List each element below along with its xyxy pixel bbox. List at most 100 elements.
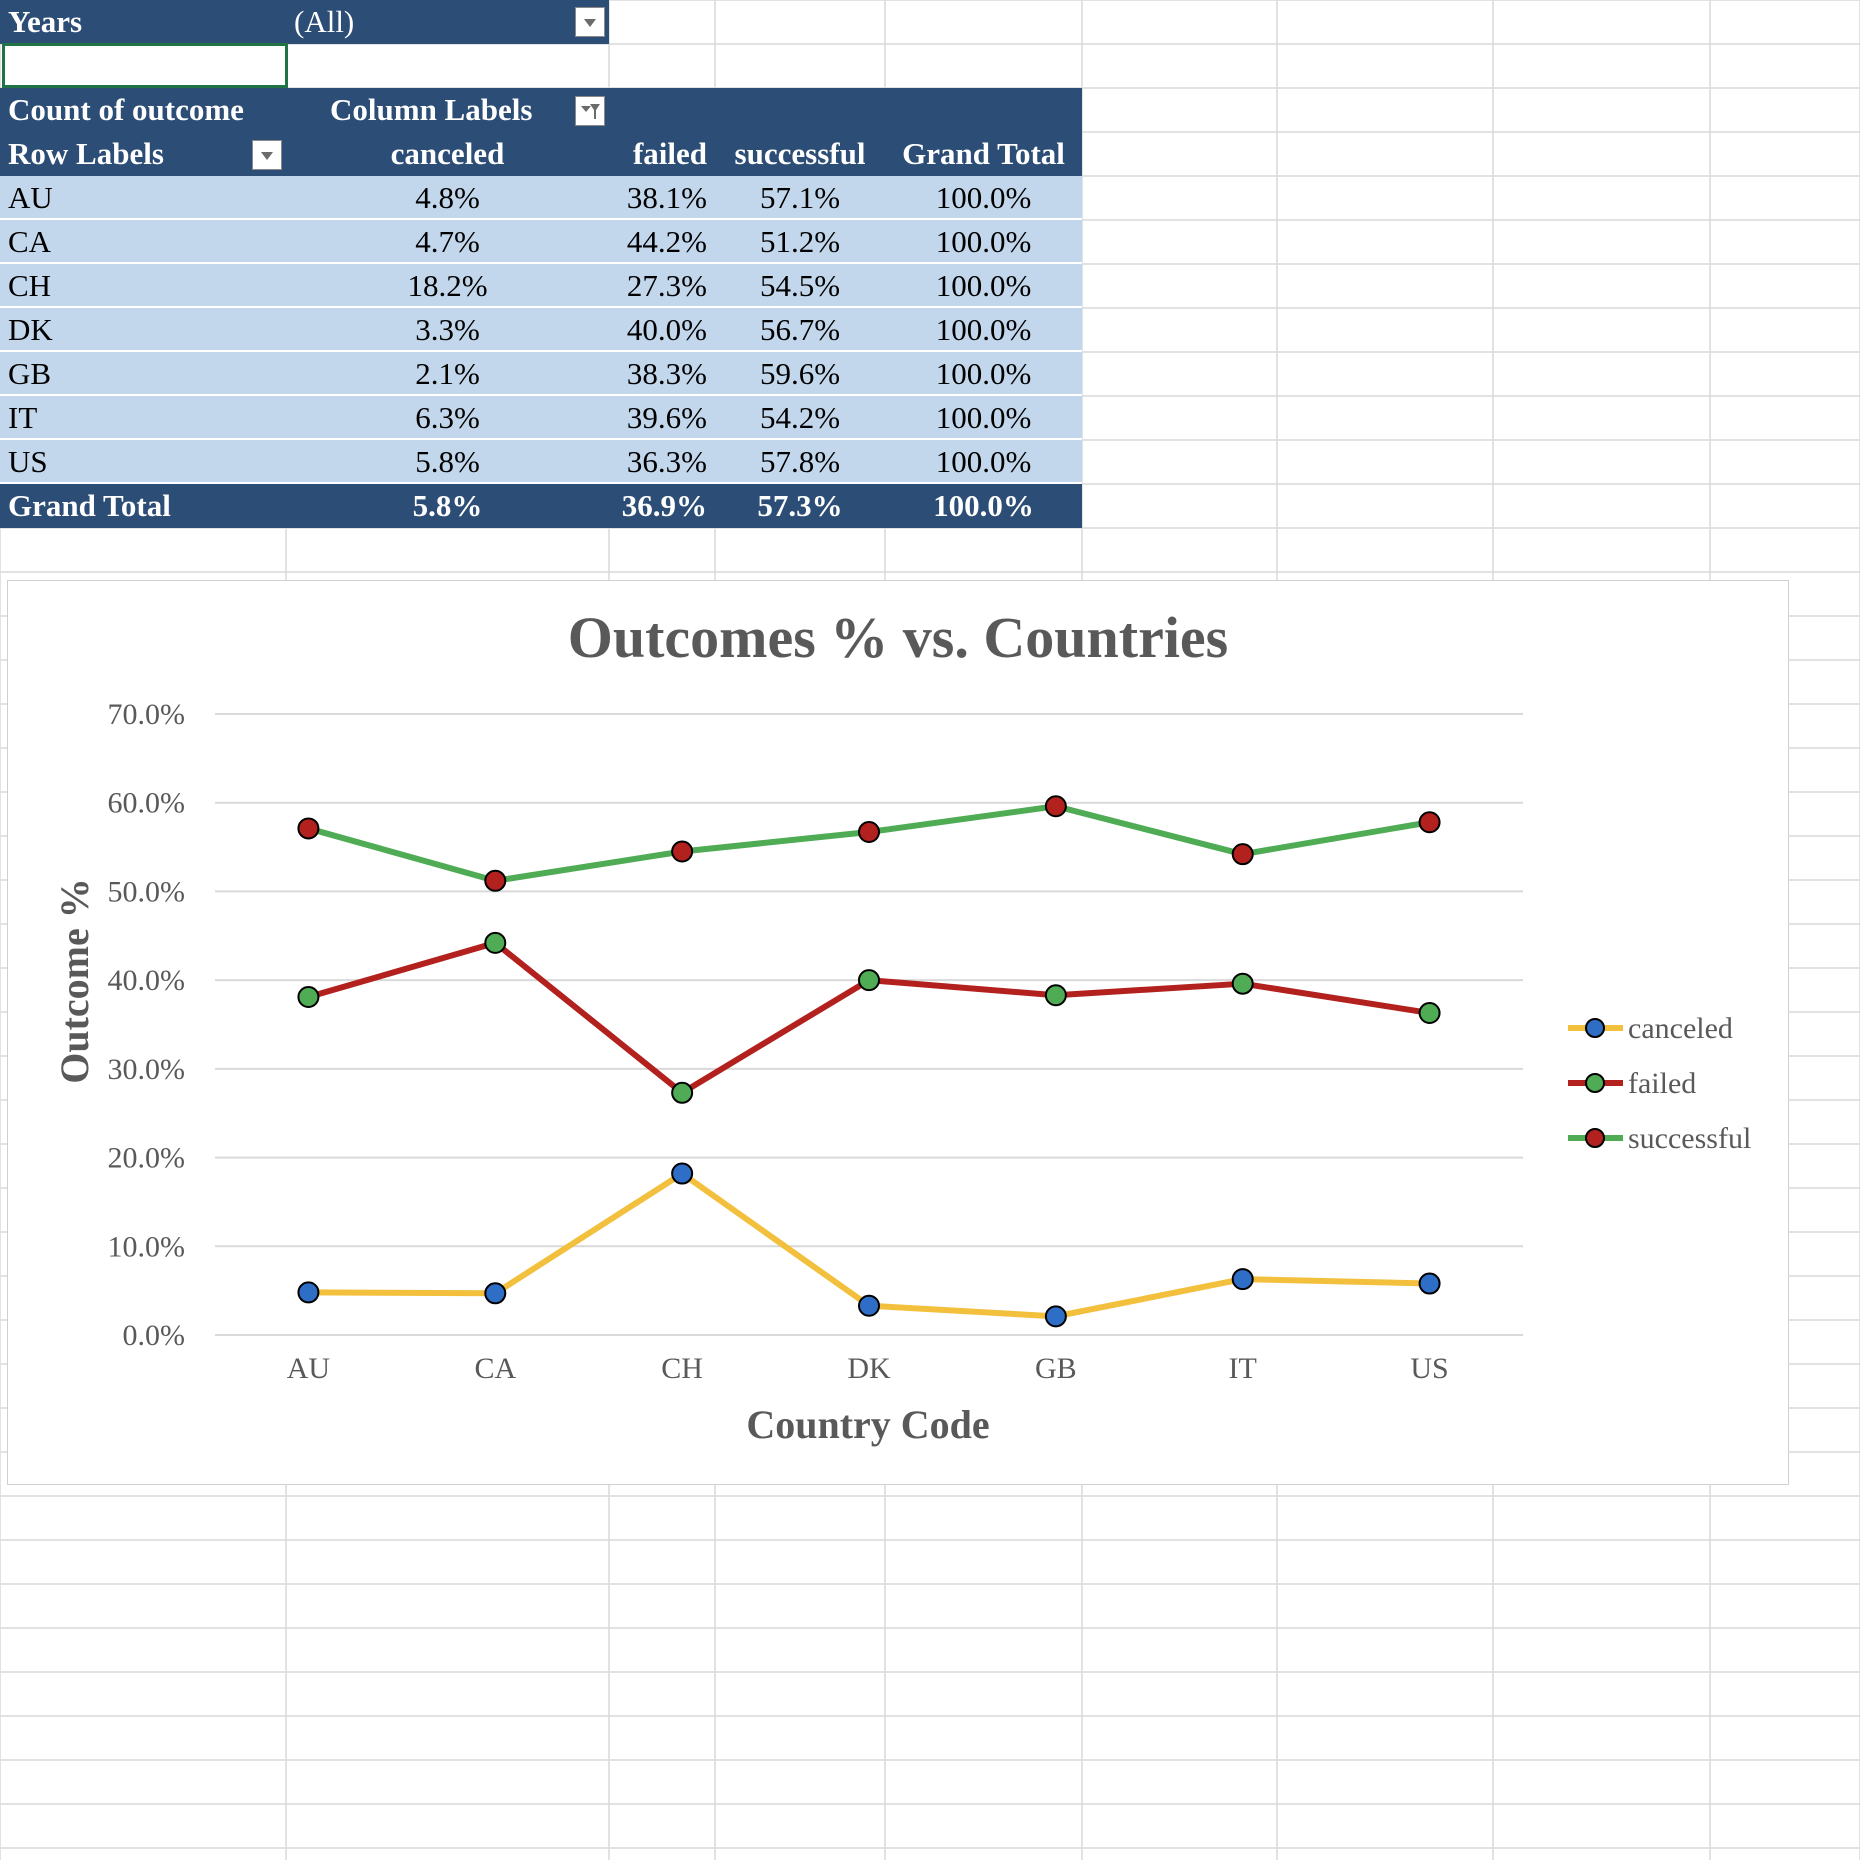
chart-area[interactable]: Outcomes % vs. Countries Country Code Ou… xyxy=(7,580,1789,1485)
plot-area: 0.0% 10.0% 20.0% 30.0% 40.0% 50.0% 60.0% 70.0% A… xyxy=(108,698,1523,1385)
data-point-canceled xyxy=(1044,1305,1067,1328)
data-point-failed xyxy=(1418,1001,1441,1024)
x-tick-label: CA xyxy=(474,1352,516,1385)
chart-title: Outcomes % vs. Countries xyxy=(568,605,1229,670)
cell-successful: 59.6% xyxy=(715,352,885,396)
cell-canceled: 5.8% xyxy=(286,440,609,484)
y-tick-label: 50.0% xyxy=(108,875,186,908)
row-labels-dropdown-button[interactable] xyxy=(252,140,282,170)
x-tick-label: AU xyxy=(287,1352,331,1385)
cell-failed: 39.6% xyxy=(609,396,715,440)
legend-marker-successful xyxy=(1585,1128,1605,1148)
col-header-successful: successful xyxy=(715,132,885,176)
data-point-canceled xyxy=(1231,1268,1254,1291)
x-tick-label: US xyxy=(1410,1352,1448,1385)
data-point-failed xyxy=(1231,972,1254,995)
col-header-failed: failed xyxy=(609,132,715,176)
x-tick-label: CH xyxy=(661,1352,703,1385)
data-point-successful xyxy=(671,840,694,863)
row-label-ch: CH xyxy=(0,264,286,308)
row-label-us: US xyxy=(0,440,286,484)
cell-canceled: 3.3% xyxy=(286,308,609,352)
filter-value: (All) xyxy=(286,0,609,44)
cell-failed: 27.3% xyxy=(609,264,715,308)
y-tick-label: 10.0% xyxy=(108,1230,186,1263)
cell-grand-total: 100.0% xyxy=(885,220,1082,264)
y-axis-title: Outcome % xyxy=(52,878,97,1084)
col-header-grand-total: Grand Total xyxy=(885,132,1082,176)
column-labels-text: Column Labels xyxy=(330,92,533,127)
data-point-canceled xyxy=(1418,1272,1441,1295)
grand-total-successful: 57.3% xyxy=(715,484,885,528)
filter-dropdown-button[interactable] xyxy=(575,7,605,37)
cell-failed: 38.3% xyxy=(609,352,715,396)
selected-cell[interactable] xyxy=(2,43,288,88)
data-point-canceled xyxy=(671,1162,694,1185)
cell-grand-total: 100.0% xyxy=(885,264,1082,308)
data-point-failed xyxy=(858,969,880,992)
cell-successful: 56.7% xyxy=(715,308,885,352)
row-label-dk: DK xyxy=(0,308,286,352)
cell-failed: 36.3% xyxy=(609,440,715,484)
legend-label-successful: successful xyxy=(1628,1122,1751,1155)
row-label-gb: GB xyxy=(0,352,286,396)
series-line-failed xyxy=(307,939,1431,1096)
cell-grand-total: 100.0% xyxy=(885,176,1082,220)
grand-total-canceled: 5.8% xyxy=(286,484,609,528)
row-label-au: AU xyxy=(0,176,286,220)
data-point-successful xyxy=(858,820,880,843)
chevron-down-icon xyxy=(261,152,273,160)
chevron-down-icon xyxy=(584,19,596,27)
data-point-failed xyxy=(484,931,507,954)
data-point-canceled xyxy=(297,1281,320,1304)
data-point-successful xyxy=(297,817,320,840)
grand-total-label: Grand Total xyxy=(0,484,286,528)
legend-label-failed: failed xyxy=(1628,1067,1696,1100)
legend-marker-canceled xyxy=(1585,1018,1605,1038)
data-point-failed xyxy=(1044,984,1067,1007)
legend-marker-failed xyxy=(1585,1073,1605,1093)
row-label-ca: CA xyxy=(0,220,286,264)
y-tick-label: 20.0% xyxy=(108,1142,186,1175)
y-tick-label: 0.0% xyxy=(123,1319,186,1352)
cell-successful: 57.1% xyxy=(715,176,885,220)
filter-label: Years xyxy=(0,0,286,44)
series-line-successful xyxy=(307,803,1431,884)
row-labels-header: Row Labels xyxy=(0,132,286,176)
grand-total-failed: 36.9% xyxy=(609,484,715,528)
column-labels-header xyxy=(286,88,1082,132)
legend-label-canceled: canceled xyxy=(1628,1012,1733,1045)
x-tick-label: DK xyxy=(847,1352,891,1385)
line-chart: Outcomes % vs. Countries Country Code Ou… xyxy=(52,605,1751,1447)
y-tick-label: 40.0% xyxy=(108,964,186,997)
cell-canceled: 6.3% xyxy=(286,396,609,440)
filter-icon xyxy=(581,104,600,119)
data-point-successful xyxy=(484,869,507,892)
cell-canceled: 2.1% xyxy=(286,352,609,396)
column-filter-button[interactable] xyxy=(575,96,605,126)
pivot-corner-label: Count of outcome xyxy=(0,88,330,132)
cell-grand-total: 100.0% xyxy=(885,352,1082,396)
y-tick-label: 60.0% xyxy=(108,787,186,820)
data-point-failed xyxy=(297,985,320,1008)
data-point-canceled xyxy=(858,1294,880,1317)
x-tick-label: IT xyxy=(1229,1352,1257,1385)
cell-canceled: 18.2% xyxy=(286,264,609,308)
y-tick-label: 30.0% xyxy=(108,1053,186,1086)
cell-successful: 54.2% xyxy=(715,396,885,440)
cell-failed: 40.0% xyxy=(609,308,715,352)
data-point-successful xyxy=(1044,795,1067,818)
cell-canceled: 4.8% xyxy=(286,176,609,220)
chart-legend: canceled failed successful xyxy=(1568,1012,1751,1155)
data-point-successful xyxy=(1231,843,1254,866)
cell-grand-total: 100.0% xyxy=(885,308,1082,352)
data-point-canceled xyxy=(484,1282,507,1305)
row-label-it: IT xyxy=(0,396,286,440)
col-header-canceled: canceled xyxy=(286,132,609,176)
cell-successful: 54.5% xyxy=(715,264,885,308)
y-tick-label: 70.0% xyxy=(108,698,186,731)
cell-successful: 51.2% xyxy=(715,220,885,264)
cell-successful: 57.8% xyxy=(715,440,885,484)
cell-grand-total: 100.0% xyxy=(885,440,1082,484)
data-point-successful xyxy=(1418,811,1441,834)
